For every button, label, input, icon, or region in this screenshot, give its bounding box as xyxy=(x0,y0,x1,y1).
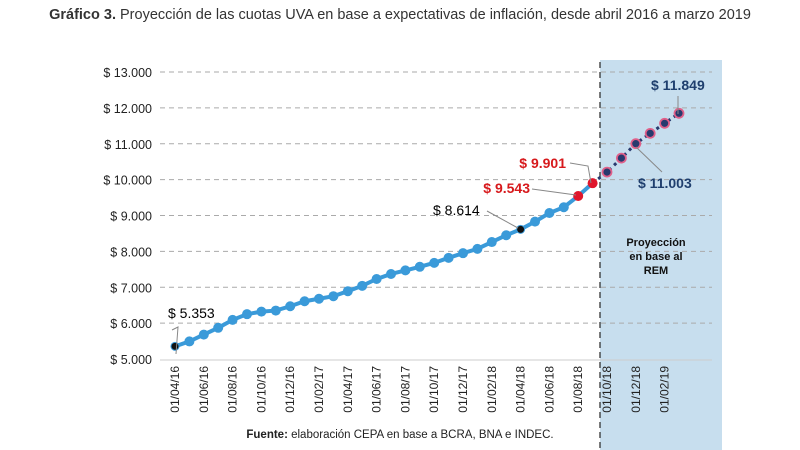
highlight-point xyxy=(573,191,584,202)
data-label: $ 5.353 xyxy=(168,305,215,321)
annotation-leader xyxy=(635,146,663,173)
projection-point xyxy=(630,138,642,150)
data-label: $ 11.003 xyxy=(638,175,692,191)
y-tick-label: $ 12.000 xyxy=(103,102,152,116)
title-text: Proyección de las cuotas UVA en base a e… xyxy=(115,7,751,23)
footer-prefix: Fuente: xyxy=(246,429,288,441)
x-tick-label: 01/12/16 xyxy=(283,366,297,413)
data-point xyxy=(242,309,252,320)
data-label: $ 11.849 xyxy=(651,77,705,93)
data-point xyxy=(501,230,512,241)
chart-source: Fuente: elaboración CEPA en base a BCRA,… xyxy=(0,429,800,441)
y-tick-label: $ 10.000 xyxy=(103,174,152,188)
data-point xyxy=(386,268,396,279)
data-point xyxy=(400,265,411,276)
x-tick-label: 01/02/17 xyxy=(312,366,326,413)
data-point xyxy=(342,286,353,297)
x-tick-label: 01/02/18 xyxy=(485,366,499,413)
data-point xyxy=(270,305,281,316)
x-tick-label: 01/10/18 xyxy=(600,366,614,413)
data-point xyxy=(314,293,324,304)
annotated-point xyxy=(516,224,526,234)
annotation-leader xyxy=(171,326,179,355)
projection-point xyxy=(673,107,685,119)
x-tick-label: 01/02/19 xyxy=(658,366,672,413)
x-tick-label: 01/06/17 xyxy=(370,366,384,413)
x-tick-label: 01/10/17 xyxy=(427,366,441,413)
x-tick-label: 01/08/16 xyxy=(226,366,240,413)
data-point xyxy=(472,243,483,254)
data-point xyxy=(371,273,382,284)
data-point xyxy=(558,202,569,213)
highlight-point xyxy=(587,178,598,189)
projection-label: REM xyxy=(644,265,668,277)
x-tick-label: 01/04/16 xyxy=(168,366,182,413)
data-point xyxy=(544,207,555,218)
y-tick-label: $ 11.000 xyxy=(104,138,152,152)
y-tick-label: $ 6.000 xyxy=(110,317,152,331)
y-tick-label: $ 8.000 xyxy=(110,245,152,259)
x-tick-label: 01/06/16 xyxy=(197,366,211,413)
chart-title: Gráfico 3. Proyección de las cuotas UVA … xyxy=(0,4,800,27)
data-point xyxy=(285,301,296,312)
data-label: $ 9.543 xyxy=(483,180,530,196)
data-point xyxy=(486,237,497,248)
data-point xyxy=(357,280,368,291)
annotation-leader xyxy=(569,162,592,184)
data-point xyxy=(198,329,209,340)
data-point xyxy=(256,306,267,317)
data-point xyxy=(443,252,454,263)
data-point xyxy=(530,216,540,227)
historical-line xyxy=(174,181,594,349)
x-tick-label: 01/06/18 xyxy=(542,366,556,413)
footer-text: elaboración CEPA en base a BCRA, BNA e I… xyxy=(287,429,554,441)
data-label: $ 9.901 xyxy=(519,155,566,171)
y-tick-label: $ 9.000 xyxy=(110,210,152,224)
data-point xyxy=(213,322,224,333)
annotation-leader xyxy=(486,210,519,229)
projection-point xyxy=(616,152,627,164)
data-point xyxy=(429,257,440,268)
x-tick-label: 01/08/17 xyxy=(398,366,412,413)
data-point xyxy=(458,248,468,259)
x-tick-label: 01/04/18 xyxy=(514,366,528,413)
data-point xyxy=(414,261,425,272)
title-prefix: Gráfico 3. xyxy=(49,7,116,23)
projection-point xyxy=(659,117,670,129)
x-tick-label: 01/08/18 xyxy=(571,366,585,413)
annotated-point xyxy=(170,341,180,351)
y-tick-label: $ 5.000 xyxy=(110,353,152,367)
x-tick-label: 01/10/16 xyxy=(254,366,268,413)
x-tick-label: 01/12/17 xyxy=(456,366,470,413)
data-point xyxy=(299,296,310,307)
x-tick-label: 01/04/17 xyxy=(341,366,355,413)
projection-label: Proyección xyxy=(626,237,686,249)
projection-point xyxy=(644,127,656,139)
y-tick-label: $ 7.000 xyxy=(110,281,152,295)
data-point xyxy=(184,336,195,347)
projection-point xyxy=(601,166,613,178)
y-tick-label: $ 13.000 xyxy=(103,66,152,80)
data-point xyxy=(328,291,339,302)
data-point xyxy=(227,314,238,325)
data-label: $ 8.614 xyxy=(433,202,480,218)
annotation-leader xyxy=(531,188,577,196)
x-tick-label: 01/12/18 xyxy=(629,366,643,413)
projection-label: en base al xyxy=(629,251,682,263)
